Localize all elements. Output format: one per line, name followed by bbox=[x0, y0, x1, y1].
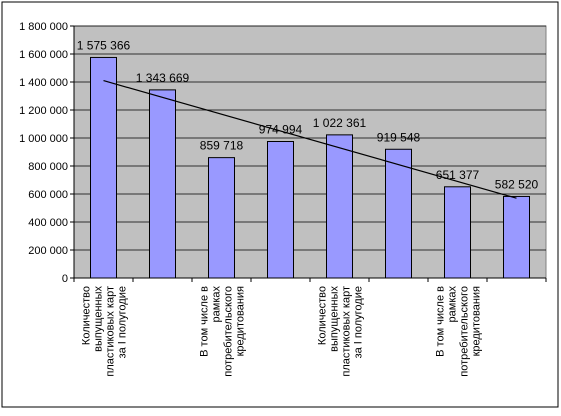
x-category-label: потребительского bbox=[223, 286, 235, 377]
y-tick-label: 0 bbox=[62, 273, 68, 285]
y-tick-label: 400 000 bbox=[28, 217, 68, 229]
data-label: 919 548 bbox=[377, 130, 421, 144]
data-label: 1 022 361 bbox=[313, 116, 367, 130]
bar bbox=[503, 195, 530, 279]
x-category-label: кредитования bbox=[235, 286, 247, 356]
plot-area bbox=[73, 25, 547, 279]
x-category-label: В том числе в bbox=[199, 286, 211, 357]
data-label: 651 377 bbox=[436, 168, 480, 182]
bar bbox=[385, 148, 412, 279]
bar bbox=[208, 157, 235, 279]
y-tick-label: 600 000 bbox=[28, 189, 68, 201]
y-tick-label: 800 000 bbox=[28, 161, 68, 173]
y-tick-label: 1 800 000 bbox=[19, 21, 68, 33]
x-category-label: кредитования bbox=[471, 286, 483, 356]
y-tick-label: 200 000 bbox=[28, 245, 68, 257]
x-category-label: Количество bbox=[317, 286, 329, 345]
data-label: 859 718 bbox=[200, 139, 244, 153]
x-category-label: пластиковых карт bbox=[105, 286, 117, 377]
x-category-label: выпущенных bbox=[329, 286, 341, 352]
y-tick-label: 1 000 000 bbox=[19, 133, 68, 145]
data-label: 1 575 366 bbox=[77, 38, 131, 52]
data-label: 582 520 bbox=[495, 177, 539, 191]
x-category-label: пластиковых карт bbox=[341, 286, 353, 377]
x-category-label: рамках bbox=[447, 286, 459, 323]
x-category-label: выпущенных bbox=[93, 286, 105, 352]
x-category-label: В том числе в bbox=[435, 286, 447, 357]
y-tick-label: 1 600 000 bbox=[19, 49, 68, 61]
bar bbox=[444, 186, 471, 279]
x-category-label: за I полугодие bbox=[353, 286, 365, 358]
data-label: 1 343 669 bbox=[136, 71, 190, 85]
trendline bbox=[103, 80, 517, 199]
data-label: 974 994 bbox=[259, 123, 303, 137]
bar bbox=[149, 89, 176, 279]
bar bbox=[267, 141, 294, 279]
x-category-label: за I полугодие bbox=[117, 286, 129, 358]
x-category-label: рамках bbox=[211, 286, 223, 323]
bar bbox=[326, 134, 353, 279]
y-tick-label: 1 400 000 bbox=[19, 77, 68, 89]
bar bbox=[90, 56, 117, 279]
y-tick-label: 1 200 000 bbox=[19, 105, 68, 117]
x-category-label: потребительского bbox=[459, 286, 471, 377]
x-category-label: Количество bbox=[81, 286, 93, 345]
